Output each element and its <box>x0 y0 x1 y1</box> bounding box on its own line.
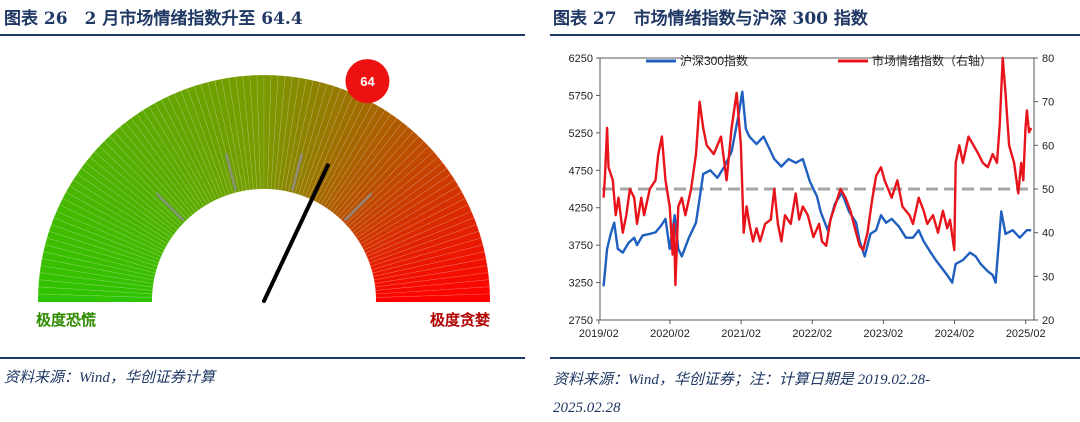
gauge-label-extreme-greed: 极度贪婪 <box>430 311 490 329</box>
y-right-tick-label: 40 <box>1042 228 1054 240</box>
x-tick-label: 2024/02 <box>935 328 975 340</box>
gauge-tick <box>155 192 185 222</box>
right-source-note-line2: 2025.02.28 <box>553 400 621 416</box>
gauge-value-badge <box>345 59 390 104</box>
right-source-note-line1: 资料来源：Wind，华创证券；注：计算日期是 2019.02.28- <box>553 372 931 388</box>
y-right-tick-label: 70 <box>1042 97 1054 109</box>
legend-label-sentiment: 市场情绪指数（右轴） <box>872 53 992 68</box>
x-tick-label: 2021/02 <box>721 328 761 340</box>
y-left-tick-label: 3250 <box>569 278 593 290</box>
gauge-tick <box>343 192 373 222</box>
right-title-rule <box>550 34 1080 36</box>
y-left-tick-label: 3750 <box>569 240 593 252</box>
right-figure-title: 图表 27 市场情绪指数与沪深 300 指数 <box>553 9 868 29</box>
gauge-base-left <box>38 298 152 302</box>
index-vs-sentiment-chart: 2750 3250 3750 4250 4750 5250 5750 6250 20 30 40 5… <box>569 53 1055 340</box>
x-tick-label: 2022/02 <box>792 328 832 340</box>
gauge-base-right <box>376 298 490 302</box>
series-line-hs300 <box>602 90 1032 287</box>
y-right-tick-label: 50 <box>1042 184 1054 196</box>
y-right-tick-label: 80 <box>1042 53 1054 65</box>
legend-label-hs300: 沪深300指数 <box>680 53 748 68</box>
y-axis-left: 2750 3250 3750 4250 4750 5250 5750 6250 <box>569 53 600 327</box>
series-line-sentiment <box>602 56 1033 287</box>
y-left-tick-label: 5250 <box>569 128 593 140</box>
right-source-rule <box>550 357 1080 359</box>
gauge-color-band <box>37 74 491 302</box>
x-tick-label: 2023/02 <box>864 328 904 340</box>
x-tick-label: 2025/02 <box>1006 328 1046 340</box>
y-right-tick-label: 20 <box>1042 315 1054 327</box>
gauge-ticks <box>155 153 373 222</box>
gauge-label-extreme-fear: 极度恐慌 <box>36 311 96 329</box>
y-left-tick-label: 4750 <box>569 165 593 177</box>
y-left-tick-label: 5750 <box>569 90 593 102</box>
y-left-tick-label: 2750 <box>569 315 593 327</box>
left-figure-title: 图表 26 2 月市场情绪指数升至 64.4 <box>4 9 303 29</box>
chart-legend: 沪深300指数 市场情绪指数（右轴） <box>646 53 992 68</box>
y-left-tick-label: 6250 <box>569 53 593 65</box>
y-right-tick-label: 60 <box>1042 140 1054 152</box>
x-tick-label: 2020/02 <box>650 328 690 340</box>
gauge-needle <box>262 163 330 303</box>
left-source-note: 资料来源：Wind，华创证券计算 <box>4 370 215 386</box>
left-title-rule <box>0 34 525 36</box>
gauge-tick <box>290 153 304 191</box>
left-source-rule <box>0 357 525 359</box>
x-tick-label: 2019/02 <box>579 328 619 340</box>
gauge-tick <box>224 153 238 191</box>
y-left-tick-label: 4250 <box>569 203 593 215</box>
sentiment-gauge: 64 极度恐慌 极度贪婪 <box>36 59 491 329</box>
y-axis-right: 20 30 40 50 60 70 80 <box>1034 53 1054 327</box>
y-right-tick-label: 30 <box>1042 271 1054 283</box>
x-axis: 2019/02 2020/02 2021/02 2022/02 2023/02 2024/… <box>579 320 1046 340</box>
gauge-value-label: 64 <box>360 74 375 89</box>
